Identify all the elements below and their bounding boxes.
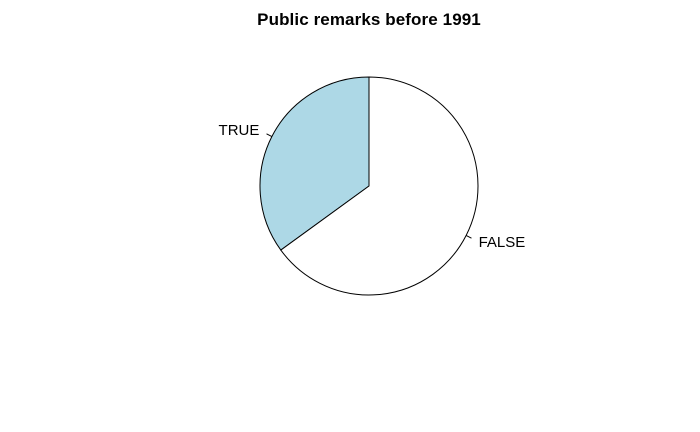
pie-slice-false: [280, 76, 479, 296]
slice-label-false: FALSE: [479, 234, 526, 251]
slice-label-true: TRUE: [219, 122, 260, 139]
label-tick-true: [266, 133, 273, 137]
label-tick-false: [465, 235, 472, 239]
chart-title: Public remarks before 1991: [257, 10, 481, 29]
